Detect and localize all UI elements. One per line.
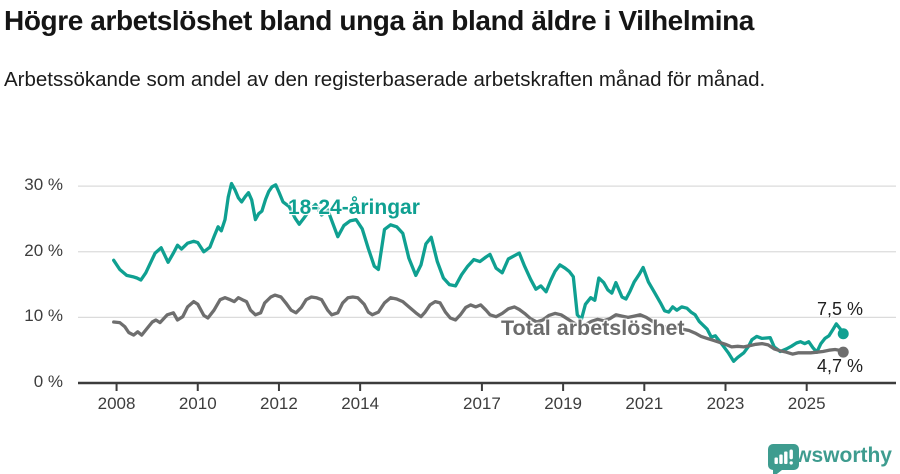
series-line-0 — [112, 181, 845, 363]
x-tick-label: 2023 — [706, 394, 745, 413]
newsworthy-logo: Newsworthy — [768, 444, 892, 474]
series-end-dot-1 — [837, 346, 849, 358]
end-value-label-total: 4,7 % — [817, 356, 864, 376]
chart-subtitle: Arbetssökande som andel av den registerb… — [4, 68, 766, 91]
y-tick-label: 10 % — [24, 306, 63, 326]
x-tick-label: 2014 — [341, 394, 380, 413]
series-end-dot-0 — [837, 328, 849, 340]
bar-chart-speech-bubble-icon — [768, 444, 800, 474]
y-tick-label: 30 % — [24, 175, 63, 195]
x-tick-label: 2025 — [787, 394, 826, 413]
series-line-1 — [112, 293, 845, 356]
series-label-18-24: 18-24-åringar — [288, 196, 420, 219]
x-tick-label: 2012 — [260, 394, 298, 413]
x-tick-label: 2019 — [544, 394, 583, 413]
x-tick-label: 2017 — [463, 394, 501, 413]
series-label-total: Total arbetslöshet — [501, 316, 685, 340]
x-tick-label: 2021 — [625, 394, 664, 413]
end-value-label-18-24: 7,5 % — [817, 299, 864, 319]
y-tick-label: 20 % — [24, 240, 63, 260]
x-tick-label: 2010 — [178, 394, 217, 413]
y-tick-label: 0 % — [33, 372, 63, 391]
page-title: Högre arbetslöshet bland unga än bland ä… — [4, 5, 754, 36]
x-tick-label: 2008 — [97, 394, 136, 413]
